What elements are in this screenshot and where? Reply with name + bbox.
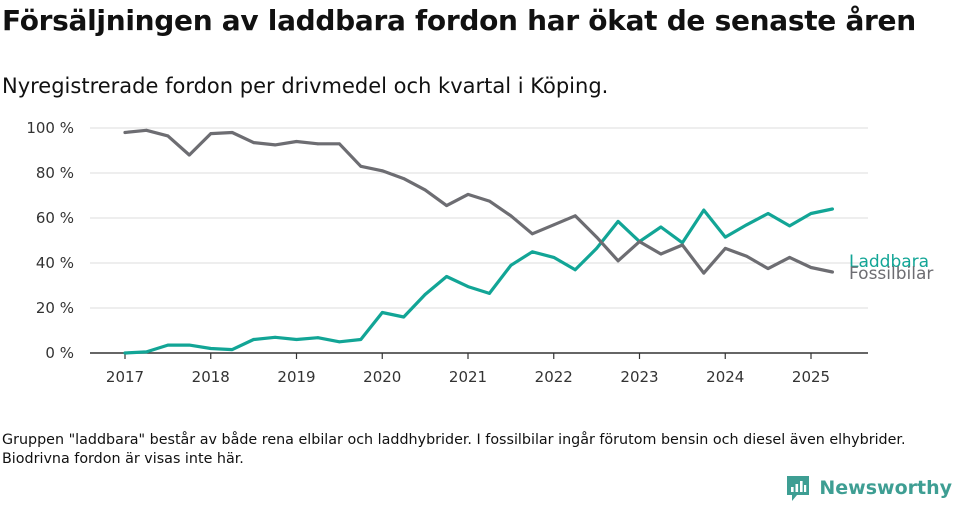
data-point-fossilbilar	[595, 235, 598, 239]
x-tick-label: 2025	[792, 368, 830, 386]
data-point-fossilbilar	[273, 143, 277, 147]
y-tick-label: 40 %	[36, 254, 74, 272]
data-point-laddbara	[166, 343, 170, 347]
data-point-fossilbilar	[466, 193, 470, 196]
y-tick-label: 80 %	[36, 164, 74, 182]
data-point-fossilbilar	[445, 204, 448, 208]
data-point-laddbara	[573, 268, 577, 272]
data-point-fossilbilar	[681, 243, 684, 247]
series-label-laddbara: Laddbara	[849, 252, 929, 272]
data-point-laddbara	[273, 335, 277, 339]
data-point-fossilbilar	[552, 223, 556, 227]
data-point-fossilbilar	[831, 270, 834, 274]
data-point-laddbara	[123, 351, 127, 355]
data-point-laddbara	[252, 338, 256, 341]
data-point-fossilbilar	[123, 131, 127, 134]
data-point-fossilbilar	[295, 140, 298, 143]
y-tick-label: 20 %	[36, 299, 74, 317]
x-tick-label: 2020	[363, 368, 401, 386]
chart-subtitle: Nyregistrerade fordon per drivmedel och …	[2, 74, 609, 98]
data-point-fossilbilar	[187, 153, 191, 157]
data-point-laddbara	[509, 263, 513, 267]
data-point-fossilbilar	[230, 131, 234, 134]
series-label-fossilbilar: Fossilbilar	[849, 264, 933, 284]
data-point-laddbara	[831, 207, 834, 211]
x-tick-label: 2021	[449, 368, 487, 386]
data-point-laddbara	[445, 275, 448, 278]
newsworthy-logo-icon	[787, 476, 810, 501]
data-point-laddbara	[681, 241, 684, 245]
y-tick-label: 0 %	[45, 344, 74, 362]
data-point-fossilbilar	[723, 247, 727, 250]
data-point-fossilbilar	[423, 188, 427, 192]
brand-name: Newsworthy	[819, 477, 952, 499]
data-point-laddbara	[187, 343, 191, 347]
data-point-laddbara	[295, 338, 298, 341]
x-tick-label: 2024	[706, 368, 744, 386]
x-tick-label: 2017	[106, 368, 144, 386]
data-point-fossilbilar	[530, 232, 534, 236]
data-point-fossilbilar	[166, 134, 170, 138]
data-point-fossilbilar	[638, 240, 641, 244]
data-point-laddbara	[338, 340, 341, 344]
data-point-laddbara	[530, 250, 534, 254]
data-point-laddbara	[723, 235, 727, 239]
data-point-fossilbilar	[316, 142, 320, 146]
footnote: Gruppen "laddbara" består av både rena e…	[2, 432, 906, 467]
data-point-fossilbilar	[702, 271, 706, 275]
data-point-fossilbilar	[338, 142, 341, 146]
data-point-fossilbilar	[659, 252, 663, 256]
data-point-laddbara	[230, 348, 234, 351]
data-point-laddbara	[766, 212, 770, 215]
data-point-fossilbilar	[788, 256, 791, 259]
data-point-fossilbilar	[380, 169, 384, 173]
data-point-laddbara	[745, 223, 749, 227]
data-point-laddbara	[659, 225, 663, 229]
data-point-laddbara	[402, 315, 406, 319]
data-point-fossilbilar	[573, 214, 577, 218]
data-point-fossilbilar	[745, 254, 749, 258]
x-tick-label: 2023	[620, 368, 658, 386]
data-point-laddbara	[423, 293, 427, 296]
data-point-fossilbilar	[766, 267, 770, 270]
data-point-fossilbilar	[252, 141, 256, 145]
series-line-laddbara	[123, 207, 835, 355]
data-point-fossilbilar	[488, 199, 491, 203]
data-point-fossilbilar	[359, 164, 363, 168]
data-point-fossilbilar	[209, 132, 213, 136]
y-tick-label: 60 %	[36, 209, 74, 227]
y-tick-label: 100 %	[26, 119, 74, 137]
data-point-fossilbilar	[402, 177, 406, 181]
data-point-laddbara	[702, 208, 706, 212]
data-point-laddbara	[809, 212, 813, 215]
x-tick-label: 2022	[535, 368, 573, 386]
data-point-laddbara	[316, 336, 320, 340]
data-point-laddbara	[788, 224, 791, 228]
line-chart: 0 % 20 % 40 % 60 % 80 % 100 % 2017 2018 2019 2020…	[26, 119, 933, 386]
data-point-laddbara	[552, 256, 556, 259]
data-point-laddbara	[145, 350, 148, 354]
data-point-laddbara	[380, 311, 384, 314]
series-line-fossilbilar	[123, 128, 835, 275]
data-point-laddbara	[616, 220, 620, 223]
x-tick-label: 2018	[192, 368, 230, 386]
data-point-fossilbilar	[145, 128, 148, 132]
data-point-laddbara	[209, 347, 213, 350]
data-point-fossilbilar	[616, 259, 620, 263]
x-tick-label: 2019	[277, 368, 315, 386]
chart-title: Försäljningen av laddbara fordon har öka…	[2, 4, 916, 37]
brand: Newsworthy	[785, 474, 952, 502]
data-point-fossilbilar	[509, 214, 513, 218]
data-point-laddbara	[595, 247, 598, 250]
data-point-fossilbilar	[809, 266, 813, 269]
data-point-laddbara	[488, 292, 491, 295]
data-point-laddbara	[466, 285, 470, 288]
data-point-laddbara	[359, 338, 363, 341]
